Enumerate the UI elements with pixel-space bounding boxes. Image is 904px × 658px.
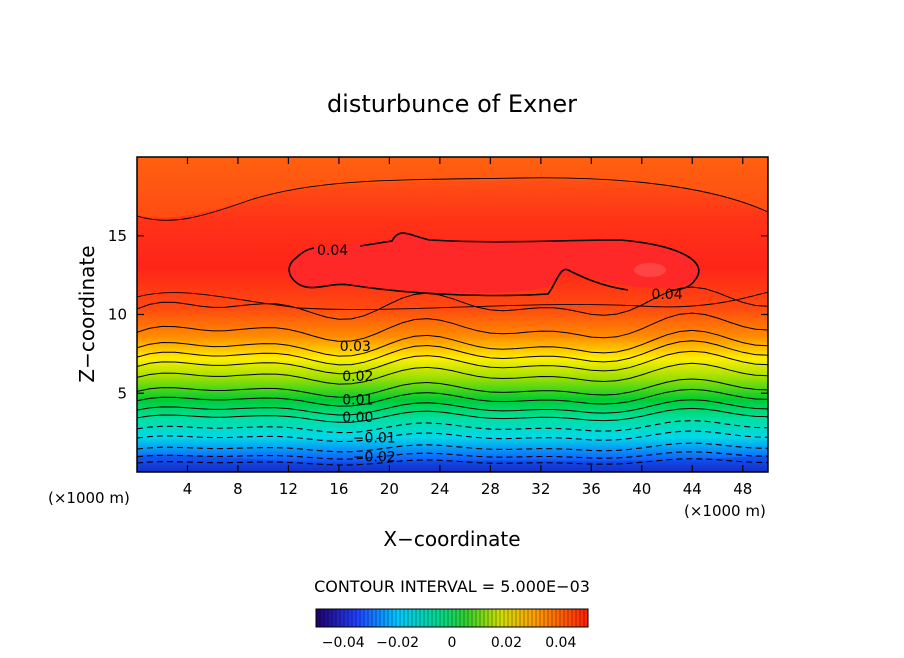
x-tick-label: 16	[329, 480, 348, 498]
x-tick-label: 32	[531, 480, 550, 498]
contour-labels: 0.04 0.04 0.03 0.02 0.010.00 −0.01 −0.02	[317, 243, 683, 465]
contour-line	[137, 458, 768, 466]
contour-lines	[137, 177, 768, 466]
colorbar-ticks: −0.04 −0.02 0 0.02 0.04	[322, 635, 577, 651]
colorbar-tick-label: 0.02	[491, 635, 522, 651]
x-tick-label: 44	[683, 480, 702, 498]
x-tick-label: 8	[233, 480, 243, 498]
x-tick-label: 12	[279, 480, 298, 498]
y-axis-label: Z−coordinate	[75, 245, 99, 382]
x-unit-left: (×1000 m)	[48, 489, 130, 507]
y-axis-ticks: 5 10 15	[108, 227, 768, 402]
contour-line-upper	[137, 177, 768, 221]
contour-line-mid	[137, 291, 768, 310]
x-tick-label: 28	[481, 480, 500, 498]
x-axis-ticks: 4 8 12 16 20 24 28 32 36 40 44 48	[183, 157, 752, 498]
x-tick-label: 20	[380, 480, 399, 498]
x-tick-label: 48	[733, 480, 752, 498]
contour-line	[137, 388, 768, 407]
field-fill	[137, 157, 768, 472]
low-field-shading	[137, 454, 768, 472]
x-tick-label: 4	[183, 480, 193, 498]
colorbar-tick-label: 0	[448, 635, 457, 651]
contour-label: −0.01	[353, 430, 396, 446]
contour-label: 0.04	[317, 243, 348, 259]
core-region	[289, 232, 699, 294]
contour-line	[137, 340, 768, 366]
contour-label: −0.02	[353, 449, 396, 465]
colorbar-tick-label: −0.04	[322, 635, 365, 651]
x-unit-right: (×1000 m)	[684, 502, 766, 520]
contour-label: 0.03	[340, 339, 371, 355]
contour-line-004	[288, 232, 700, 297]
contour-line	[137, 312, 768, 342]
colorbar-tick-label: 0.04	[545, 635, 576, 651]
x-tick-label: 24	[430, 480, 449, 498]
x-tick-label: 40	[632, 480, 651, 498]
colorbar-frame	[315, 608, 589, 628]
contour-line	[137, 451, 768, 460]
contour-line	[137, 329, 768, 357]
contour-line	[137, 399, 768, 416]
contour-line	[137, 442, 768, 453]
contour-line	[137, 420, 768, 434]
y-tick-label: 15	[108, 227, 127, 245]
contour-line	[137, 430, 768, 443]
contour-line	[137, 407, 768, 423]
colorbar: −0.04 −0.02 0 0.02 0.04	[315, 608, 589, 651]
contour-line	[137, 350, 768, 375]
contour-label: 0.00	[342, 410, 373, 426]
core-highlight	[634, 263, 666, 277]
contour-interval: CONTOUR INTERVAL = 5.000E−03	[314, 577, 590, 596]
contour-line	[137, 286, 768, 320]
y-tick-label: 10	[108, 306, 127, 324]
contour-line	[137, 378, 768, 398]
x-axis-label: X−coordinate	[383, 527, 520, 551]
upper-field-shading	[137, 157, 768, 218]
chart-title: disturbunce of Exner	[327, 90, 577, 118]
x-tick-label: 36	[582, 480, 601, 498]
colorbar-stripes	[319, 609, 585, 627]
contour-label: 0.01	[342, 393, 373, 409]
contour-line	[137, 362, 768, 385]
plot-area	[137, 157, 768, 472]
colorbar-tick-label: −0.02	[376, 635, 419, 651]
contour-label: 0.02	[342, 369, 373, 385]
y-tick-label: 5	[117, 384, 127, 402]
contour-label: 0.04	[651, 287, 682, 303]
